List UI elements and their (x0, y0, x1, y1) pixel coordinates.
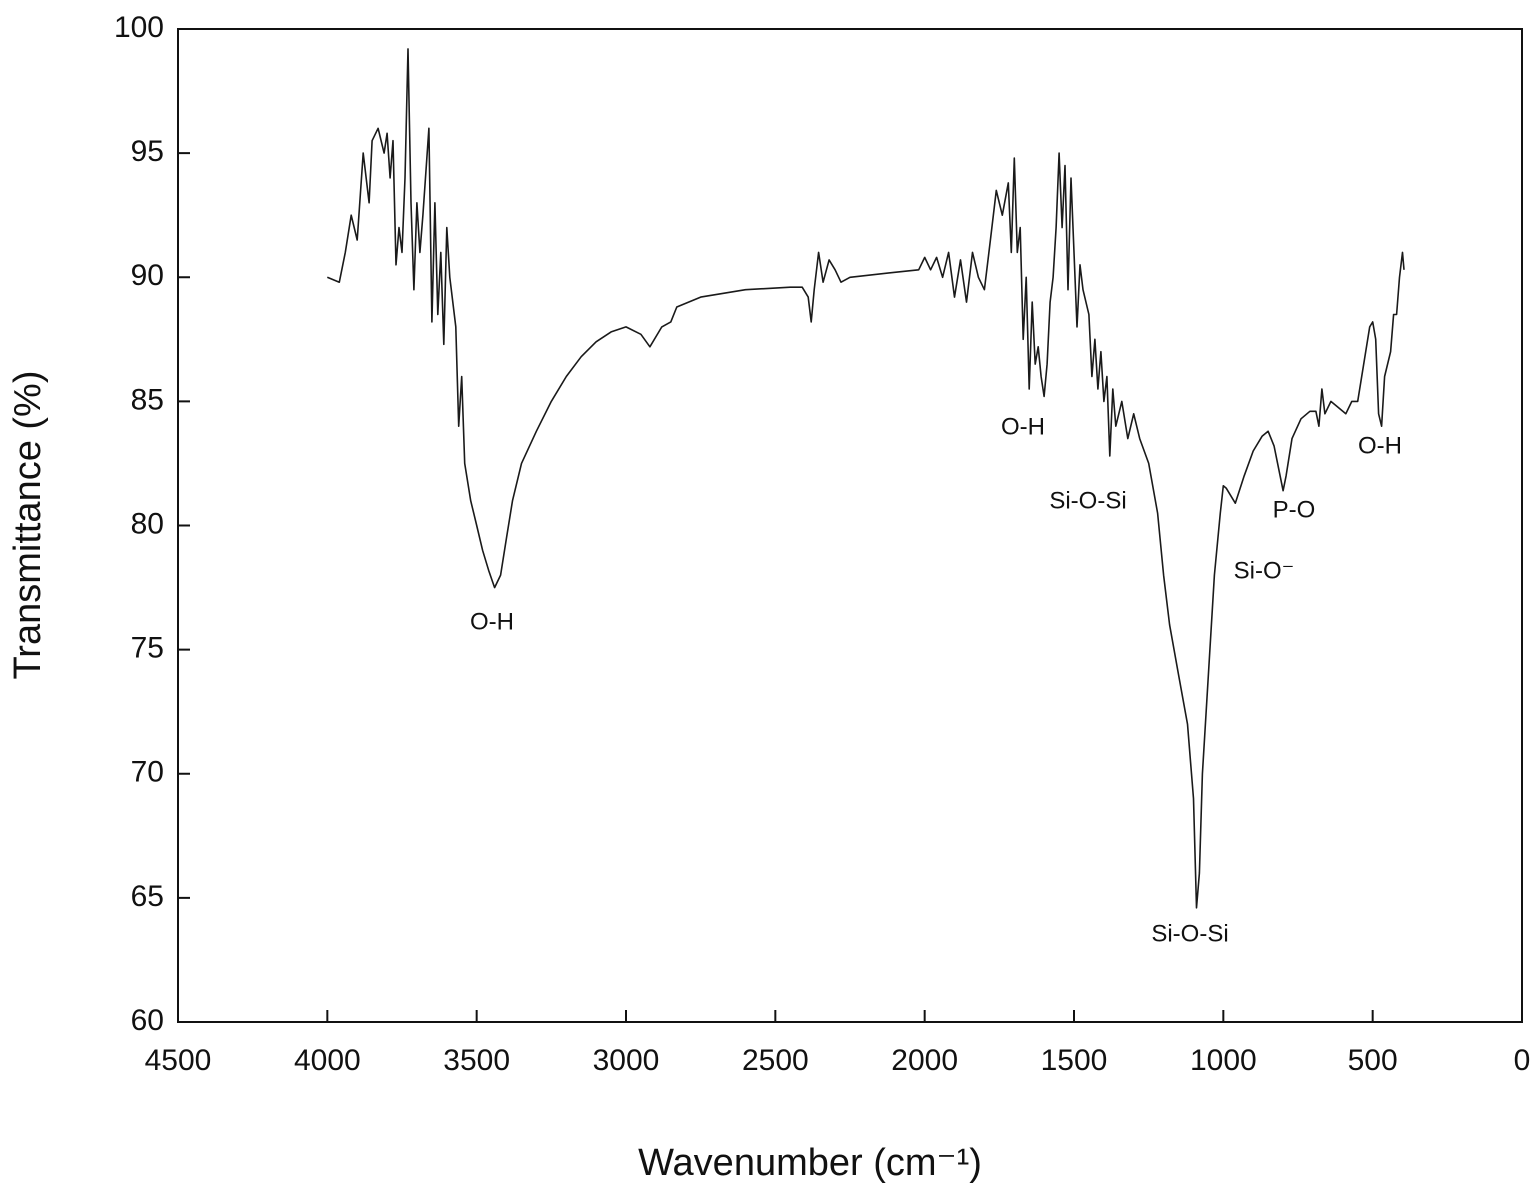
y-tick-label: 90 (131, 259, 164, 292)
annotation: P-O (1273, 496, 1316, 523)
annotation: Si-O-Si (1151, 920, 1228, 947)
x-tick-label: 2500 (742, 1044, 809, 1077)
y-tick-label: 60 (131, 1004, 164, 1037)
x-tick-label: 3500 (443, 1044, 510, 1077)
y-tick-label: 100 (114, 11, 164, 44)
plot-frame (177, 28, 1523, 1023)
y-tick-label: 80 (131, 507, 164, 540)
annotation: O-H (1001, 413, 1045, 440)
x-tick-label: 1500 (1041, 1044, 1108, 1077)
y-tick-label: 65 (131, 880, 164, 913)
x-tick-label: 3000 (593, 1044, 660, 1077)
y-tick-label: 75 (131, 632, 164, 665)
x-tick-label: 2000 (891, 1044, 958, 1077)
x-tick-label: 0 (1514, 1044, 1531, 1077)
x-tick-label: 4000 (294, 1044, 361, 1077)
annotation: Si-O⁻ (1234, 557, 1295, 584)
annotation: O-H (1358, 432, 1402, 459)
y-tick-label: 70 (131, 756, 164, 789)
x-axis-title: Wavenumber (cm⁻¹) (638, 1142, 982, 1184)
spectrum-line (326, 48, 1405, 909)
x-tick-label: 500 (1348, 1044, 1398, 1077)
annotation: O-H (470, 608, 514, 635)
y-axis-title: Transmittance (%) (7, 371, 49, 680)
x-tick-label: 4500 (145, 1044, 212, 1077)
annotation: Si-O-Si (1049, 487, 1126, 514)
y-tick-label: 85 (131, 383, 164, 416)
y-tick-label: 95 (131, 135, 164, 168)
x-tick-label: 1000 (1190, 1044, 1257, 1077)
